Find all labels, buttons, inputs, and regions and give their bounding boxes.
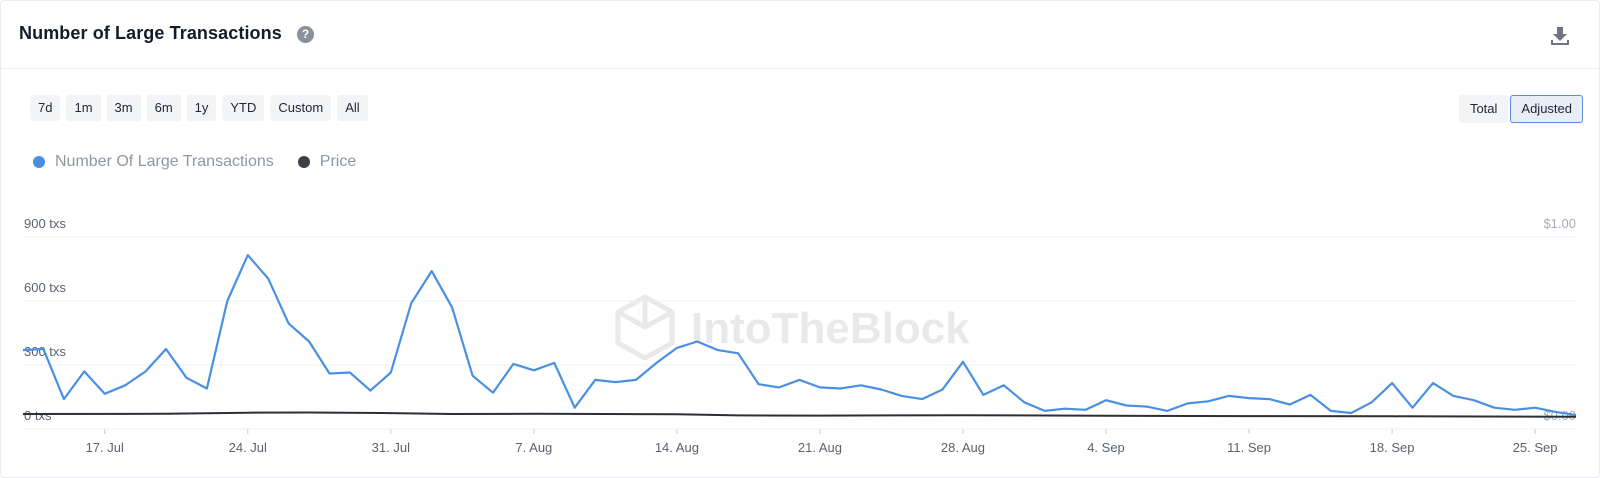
view-mode-selector: Total Adjusted <box>1457 95 1583 123</box>
x-axis-tick: 28. Aug <box>941 440 985 455</box>
series-line-large-transactions <box>22 254 1577 417</box>
x-axis-tick: 17. Jul <box>86 440 124 455</box>
mode-button-adjusted[interactable]: Adjusted <box>1510 95 1583 123</box>
x-axis-tick: 7. Aug <box>515 440 552 455</box>
x-axis-tick: 24. Jul <box>229 440 267 455</box>
y-axis-left-tick: 600 txs <box>24 280 66 295</box>
range-button-7d[interactable]: 7d <box>30 95 61 121</box>
range-button-1m[interactable]: 1m <box>66 95 101 121</box>
y-axis-left-tick: 0 txs <box>24 408 52 423</box>
legend-label-price: Price <box>319 153 357 170</box>
x-axis-tick: 21. Aug <box>798 440 842 455</box>
chart-legend: Number Of Large Transactions Price <box>33 151 380 173</box>
watermark-text: IntoTheBlock <box>691 304 970 353</box>
date-range-selector: 7d 1m 3m 6m 1y YTD Custom All <box>30 95 374 121</box>
x-axis-tick: 4. Sep <box>1087 440 1125 455</box>
x-axis-tick: 25. Sep <box>1513 440 1558 455</box>
x-axis-tick: 11. Sep <box>1227 440 1271 455</box>
x-axis-tick: 14. Aug <box>655 440 699 455</box>
download-icon[interactable] <box>1549 25 1571 47</box>
legend-item-price[interactable]: Price <box>297 153 357 171</box>
range-button-custom[interactable]: Custom <box>270 95 332 121</box>
legend-label-transactions: Number Of Large Transactions <box>55 153 274 170</box>
y-axis-right-tick: $1.00 <box>1543 216 1576 231</box>
series-line-price <box>22 411 1577 418</box>
x-axis-tick: 18. Sep <box>1370 440 1415 455</box>
range-button-ytd[interactable]: YTD <box>222 95 265 121</box>
range-button-1y[interactable]: 1y <box>186 95 217 121</box>
watermark-logo-icon <box>615 294 675 361</box>
question-circle-icon[interactable]: ? <box>297 26 314 43</box>
range-button-6m[interactable]: 6m <box>146 95 181 121</box>
legend-dot-price <box>297 156 310 168</box>
legend-item-transactions[interactable]: Number Of Large Transactions <box>33 153 274 171</box>
watermark: IntoTheBlock <box>615 294 970 361</box>
card-header: Number of Large Transactions ? <box>1 1 1599 69</box>
legend-dot-transactions <box>33 156 45 168</box>
range-button-3m[interactable]: 3m <box>106 95 141 121</box>
x-axis-tick: 31. Jul <box>372 440 410 455</box>
mode-button-total[interactable]: Total <box>1458 95 1509 123</box>
chart-title: Number of Large Transactions <box>19 23 282 43</box>
range-button-all[interactable]: All <box>337 95 368 121</box>
y-axis-left-tick: 900 txs <box>24 216 66 231</box>
